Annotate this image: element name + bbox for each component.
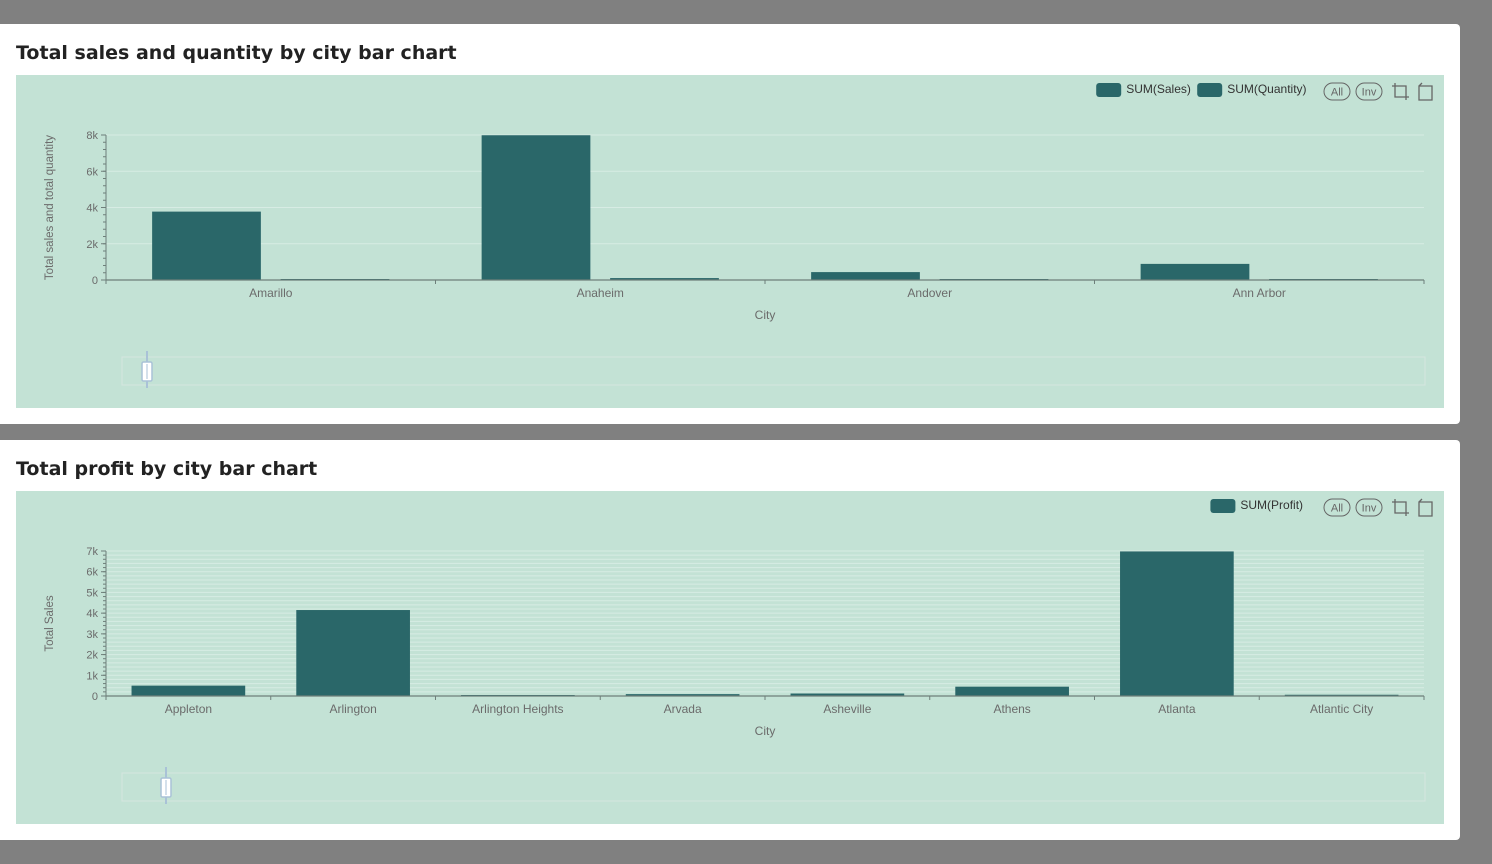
bar-sum-profit--appleton[interactable] (131, 685, 246, 696)
x-axis-label: City (755, 308, 776, 322)
y-tick-label: 4k (86, 608, 98, 620)
select-inverse-button[interactable]: Inv (1355, 82, 1383, 101)
bar-sum-sales--anaheim[interactable] (481, 135, 591, 280)
chart-card-profit: Total profit by city bar chart 0 1k 2k 3k 4k… (0, 440, 1460, 840)
y-tick-label: 1k (86, 670, 98, 682)
legend-item[interactable]: SUM(Quantity) (1197, 82, 1307, 97)
select-inverse-button-label: Inv (1362, 87, 1377, 99)
y-axis-label: Total Sales (44, 595, 56, 652)
zoom-reset-icon[interactable] (1418, 498, 1433, 517)
x-tick-label: Ann Arbor (1233, 286, 1286, 300)
x-tick-label: Amarillo (249, 286, 293, 300)
legend: SUM(Sales) SUM(Quantity) All Inv (1096, 82, 1383, 101)
y-tick-label: 6k (86, 567, 98, 579)
x-tick-label: Arlington (329, 702, 376, 716)
y-tick-label: 4k (86, 203, 98, 215)
x-tick-label: Andover (907, 286, 952, 300)
chart-title: Total sales and quantity by city bar cha… (16, 42, 457, 64)
bar-sum-profit--arvada[interactable] (625, 694, 740, 696)
legend-swatch (1197, 83, 1223, 97)
bar-sum-profit--atlanta[interactable] (1120, 551, 1234, 696)
zoom-select-icon[interactable] (1392, 83, 1409, 100)
chart-card-sales-quantity: Total sales and quantity by city bar cha… (0, 24, 1460, 424)
y-tick-label: 5k (86, 587, 98, 599)
slider-track (121, 772, 1426, 802)
slider-track (121, 356, 1426, 386)
bar-sum-profit--athens[interactable] (955, 686, 1069, 696)
bar-sum-profit--atlantic-city[interactable] (1284, 694, 1399, 696)
y-tick-label: 7k (86, 546, 98, 558)
legend-swatch (1210, 499, 1236, 513)
zoom-reset-icon[interactable] (1418, 82, 1433, 101)
select-inverse-button[interactable]: Inv (1355, 498, 1383, 517)
x-tick-label: Anaheim (577, 286, 624, 300)
grid-lines (106, 134, 1424, 281)
select-inverse-button-label: Inv (1362, 503, 1377, 515)
x-axis-label: City (755, 724, 776, 738)
x-tick-label: Arvada (664, 702, 702, 716)
x-tick-label: Athens (993, 702, 1030, 716)
bar-chart: 0 1k 2k 3k 4k 5k 6k 7k Total Sales Appleton Arling… (44, 498, 1433, 804)
bar-sum-profit--asheville[interactable] (790, 693, 905, 696)
y-tick-label: 2k (86, 239, 98, 251)
y-tick-label: 2k (86, 650, 98, 662)
bars (131, 551, 1399, 696)
x-tick-label: Arlington Heights (472, 702, 563, 716)
bars (152, 135, 1378, 280)
y-tick-label: 8k (86, 130, 98, 142)
data-zoom-slider[interactable] (121, 767, 1426, 804)
y-tick-label: 6k (86, 166, 98, 178)
legend-swatch (1096, 83, 1122, 97)
select-all-button-label: All (1331, 503, 1343, 515)
y-tick-label: 3k (86, 629, 98, 641)
x-tick-label: Appleton (165, 702, 212, 716)
x-tick-label: Asheville (823, 702, 871, 716)
select-all-button[interactable]: All (1323, 82, 1351, 101)
legend-label: SUM(Quantity) (1227, 82, 1306, 96)
legend-item[interactable]: SUM(Profit) (1210, 498, 1303, 513)
bar-sum-sales--andover[interactable] (811, 272, 920, 280)
bar-sum-profit--arlington[interactable] (296, 610, 410, 696)
y-tick-label: 0 (92, 691, 98, 703)
x-tick-label: Atlanta (1158, 702, 1196, 716)
x-tick-label: Atlantic City (1310, 702, 1373, 716)
chart-plot-area: 0 1k 2k 3k 4k 5k 6k 7k Total Sales Appleton Arling… (16, 491, 1444, 824)
legend: SUM(Profit) All Inv (1210, 498, 1383, 517)
legend-label: SUM(Profit) (1240, 498, 1303, 512)
bar-chart: 0 2k 4k 6k 8k Total sales and total quantity A… (44, 82, 1433, 388)
zoom-select-icon[interactable] (1392, 499, 1409, 516)
legend-item[interactable]: SUM(Sales) (1096, 82, 1191, 97)
y-tick-label: 0 (92, 275, 98, 287)
data-zoom-slider[interactable] (121, 351, 1426, 388)
bar-sum-sales--amarillo[interactable] (152, 211, 261, 280)
select-all-button[interactable]: All (1323, 498, 1351, 517)
bar-sum-sales--ann-arbor[interactable] (1140, 263, 1250, 280)
legend-label: SUM(Sales) (1126, 82, 1191, 96)
bar-sum-quantity--anaheim[interactable] (610, 278, 719, 280)
y-axis-label: Total sales and total quantity (44, 135, 56, 280)
chart-plot-area: 0 2k 4k 6k 8k Total sales and total quantity A… (16, 75, 1444, 408)
chart-title: Total profit by city bar chart (16, 458, 318, 480)
select-all-button-label: All (1331, 87, 1343, 99)
